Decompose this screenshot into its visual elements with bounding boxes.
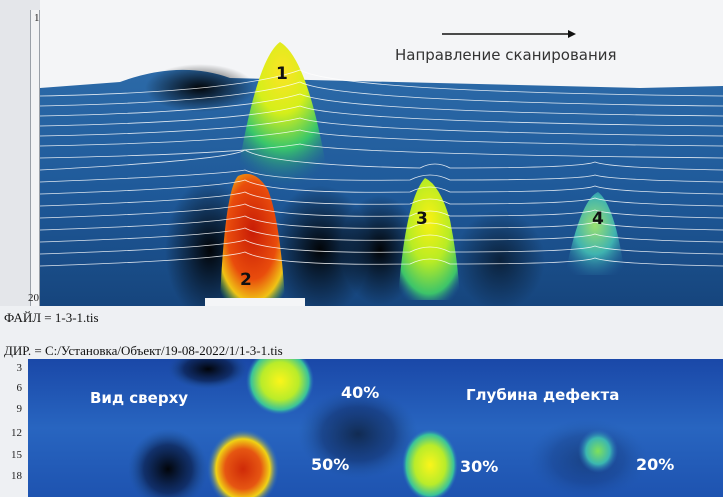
defect-depth-2: 50% [311,455,350,474]
row-label-top: 1 [34,12,40,24]
peak-label-3: 3 [416,209,428,229]
defect-depth-1: 40% [341,383,380,402]
vertical-axis-strip [30,10,40,306]
top-view-heatmap: Вид сверху Глубина дефекта 40% 50% 30% 2… [28,359,723,497]
ruler-label: 3 [16,362,23,374]
ruler-label: 9 [16,403,23,415]
direction-arrow-head [568,30,576,38]
depth-ruler: 3 6 9 12 15 18 [0,359,28,497]
ruler-label: 6 [16,382,23,394]
top-view-heatmap-svg [28,359,723,497]
peak-label-1: 1 [276,64,288,84]
top-view-title: Вид сверху [90,389,189,407]
scan-3d-panel: 1 20 [28,0,723,306]
directory-line: ДИР. = С:/Установка/Объект/19-08-2022/1/… [4,343,283,358]
row-label-bottom: 20 [28,292,39,304]
peak-label-4: 4 [592,209,604,229]
defect-depth-4: 20% [636,455,675,474]
scan-3d-surface [40,0,723,306]
file-name-line: ФАЙЛ = 1-3-1.tis [4,310,99,325]
ruler-label: 12 [11,427,22,439]
defect-depth-3: 30% [460,457,499,476]
ruler-label: 18 [11,470,22,482]
scan-direction-label: Направление сканирования [395,46,617,64]
peak-label-2: 2 [240,270,252,290]
defect-depth-title: Глубина дефекта [466,386,620,404]
ruler-label: 15 [11,449,22,461]
